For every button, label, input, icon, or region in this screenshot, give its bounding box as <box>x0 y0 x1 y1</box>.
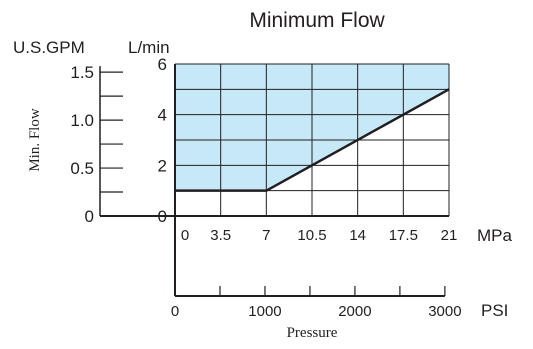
chart-title: Minimum Flow <box>249 9 385 32</box>
mpa-tick-label: 7 <box>262 227 270 244</box>
mpa-unit-label: MPa <box>477 226 513 245</box>
lmin-tick-label: 4 <box>158 106 167 125</box>
series-layer <box>175 88 450 192</box>
psi-tick-label: 3000 <box>428 303 461 320</box>
gpm-tick-label: 1.5 <box>70 63 94 82</box>
lmin-tick-label: 2 <box>158 156 167 175</box>
lmin-tick-label: 0 <box>158 207 167 226</box>
lmin-tick-label: 6 <box>158 55 167 74</box>
mpa-tick-label: 17.5 <box>389 227 418 244</box>
mpa-tick-label: 0 <box>181 227 189 244</box>
gpm-tick-label: 1.0 <box>70 111 94 130</box>
min-flow-label: Min. Flow <box>27 108 43 172</box>
mpa-tick-label: 21 <box>441 227 458 244</box>
pressure-label: Pressure <box>287 325 338 341</box>
tick-layer: 0 2 4 6 0 0.5 1.0 1.5 0 3.5 7 10.5 14 17.5 21 0 1000 2000… <box>70 55 461 320</box>
psi-tick-label: 2000 <box>338 303 371 320</box>
min-flow-line <box>175 88 450 192</box>
psi-tick-label: 0 <box>171 303 179 320</box>
psi-unit-label: PSI <box>481 301 508 320</box>
mpa-tick-label: 10.5 <box>297 227 326 244</box>
gpm-axis-label: U.S.GPM <box>13 38 85 57</box>
psi-tick-label: 1000 <box>248 303 281 320</box>
lmin-axis-label: L/min <box>128 38 170 57</box>
mpa-tick-label: 3.5 <box>210 227 231 244</box>
gpm-tick-label: 0 <box>85 207 94 226</box>
gpm-tick-label: 0.5 <box>70 159 94 178</box>
mpa-tick-label: 14 <box>349 227 366 244</box>
